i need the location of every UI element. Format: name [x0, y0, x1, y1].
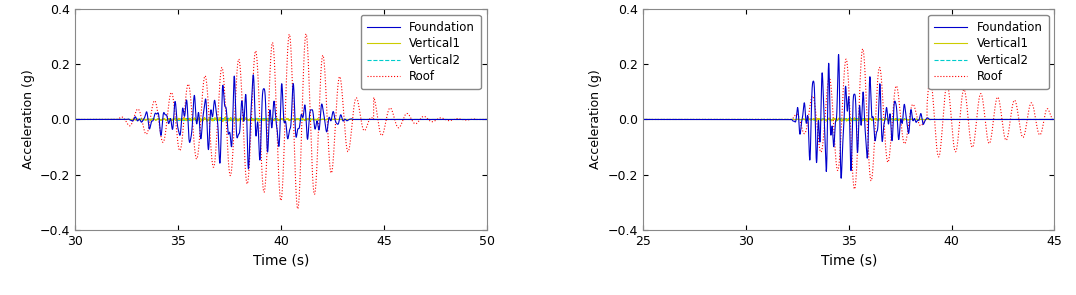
- Roof: [848, 187, 861, 191]
- Line: Vertical2: Vertical2: [643, 118, 1054, 121]
- Roof: [856, 47, 869, 51]
- Foundation: [340, 119, 353, 122]
- Roof: [69, 118, 82, 121]
- Foundation: [246, 73, 259, 77]
- Vertical2: [839, 117, 852, 120]
- Vertical1: [247, 119, 260, 122]
- Foundation: [440, 118, 453, 121]
- Vertical1: [834, 117, 847, 120]
- Vertical1: [216, 119, 229, 123]
- Vertical1: [340, 118, 353, 121]
- Foundation: [834, 130, 847, 134]
- Roof: [908, 104, 921, 108]
- Roof: [453, 117, 466, 121]
- Line: Vertical2: Vertical2: [75, 118, 486, 121]
- Roof: [637, 118, 650, 121]
- Vertical2: [1020, 118, 1033, 121]
- Line: Foundation: Foundation: [643, 55, 1054, 178]
- Vertical1: [362, 118, 374, 121]
- Foundation: [266, 121, 279, 125]
- Foundation: [453, 118, 466, 121]
- Roof: [815, 150, 827, 154]
- Vertical1: [929, 118, 942, 121]
- Vertical1: [846, 119, 859, 123]
- Roof: [440, 118, 453, 122]
- Vertical2: [247, 118, 260, 122]
- Vertical1: [69, 118, 82, 121]
- Vertical2: [208, 119, 221, 122]
- Roof: [929, 130, 942, 134]
- Roof: [362, 122, 374, 126]
- Line: Vertical1: Vertical1: [643, 118, 1054, 121]
- Vertical2: [206, 116, 218, 120]
- Vertical2: [340, 118, 353, 121]
- Foundation: [1020, 118, 1033, 121]
- Vertical1: [453, 118, 466, 121]
- Vertical1: [218, 116, 231, 119]
- Roof: [246, 74, 259, 77]
- Foundation: [815, 107, 827, 111]
- Roof: [299, 32, 312, 36]
- Foundation: [835, 176, 848, 180]
- Vertical1: [908, 118, 921, 122]
- Foundation: [69, 118, 82, 121]
- Roof: [1048, 118, 1061, 121]
- Vertical2: [637, 118, 650, 121]
- Vertical2: [834, 117, 847, 121]
- Vertical2: [908, 118, 921, 122]
- Line: Foundation: Foundation: [75, 75, 486, 169]
- Foundation: [1008, 118, 1021, 121]
- Vertical1: [440, 118, 453, 121]
- Roof: [1008, 99, 1021, 102]
- Vertical2: [480, 118, 493, 121]
- Vertical1: [266, 117, 279, 121]
- Legend: Foundation, Vertical1, Vertical2, Roof: Foundation, Vertical1, Vertical2, Roof: [929, 15, 1049, 89]
- Roof: [1020, 120, 1033, 124]
- Vertical2: [1008, 118, 1021, 121]
- Vertical2: [453, 118, 466, 121]
- Foundation: [832, 53, 845, 56]
- Foundation: [637, 118, 650, 121]
- Vertical1: [848, 116, 861, 120]
- Vertical1: [815, 119, 827, 122]
- Roof: [834, 152, 847, 155]
- Vertical1: [480, 118, 493, 121]
- Legend: Foundation, Vertical1, Vertical2, Roof: Foundation, Vertical1, Vertical2, Roof: [360, 15, 481, 89]
- Foundation: [908, 117, 921, 120]
- Vertical2: [440, 118, 453, 121]
- Roof: [266, 41, 279, 45]
- X-axis label: Time (s): Time (s): [253, 253, 309, 268]
- Vertical2: [266, 119, 279, 122]
- Roof: [480, 118, 493, 121]
- Vertical2: [929, 118, 942, 121]
- Foundation: [480, 118, 493, 121]
- Foundation: [242, 167, 255, 171]
- Roof: [292, 207, 305, 211]
- Roof: [340, 144, 353, 148]
- Y-axis label: Acceleration (g): Acceleration (g): [590, 70, 603, 169]
- Vertical1: [1020, 118, 1033, 121]
- Vertical2: [1048, 118, 1061, 121]
- Vertical2: [362, 118, 374, 121]
- Foundation: [362, 118, 374, 121]
- Vertical2: [815, 118, 827, 122]
- Foundation: [1048, 118, 1061, 121]
- Foundation: [929, 118, 942, 121]
- Vertical2: [831, 119, 844, 122]
- Vertical2: [69, 118, 82, 121]
- Vertical1: [1008, 118, 1021, 121]
- Line: Vertical1: Vertical1: [75, 117, 486, 121]
- Line: Roof: Roof: [75, 34, 486, 209]
- Vertical1: [1048, 118, 1061, 121]
- Y-axis label: Acceleration (g): Acceleration (g): [22, 70, 34, 169]
- Line: Roof: Roof: [643, 49, 1054, 189]
- Foundation: [247, 74, 260, 77]
- X-axis label: Time (s): Time (s): [821, 253, 877, 268]
- Vertical1: [637, 118, 650, 121]
